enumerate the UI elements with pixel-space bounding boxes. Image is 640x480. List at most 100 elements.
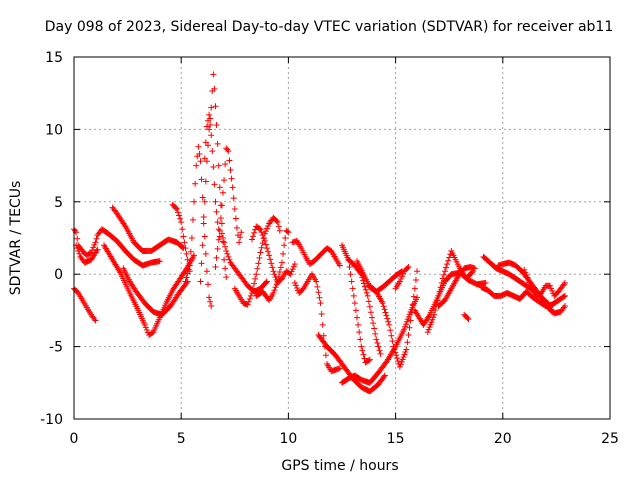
data-point [370, 320, 377, 327]
data-point [265, 248, 272, 255]
data-point [316, 294, 323, 301]
data-point [206, 111, 213, 118]
data-point [267, 256, 274, 263]
data-point [183, 250, 190, 257]
data-point [206, 294, 213, 301]
data-point [356, 329, 363, 336]
data-point [561, 303, 568, 310]
data-point [224, 250, 231, 257]
data-point [381, 306, 388, 313]
data-point [375, 343, 382, 350]
data-point [255, 260, 262, 267]
data-point [274, 278, 281, 285]
data-point [74, 235, 81, 242]
data-point [274, 219, 281, 226]
data-point [350, 292, 357, 299]
data-point [277, 264, 284, 271]
series-track-16 [289, 237, 343, 269]
data-point [208, 303, 215, 310]
series-track-02 [71, 285, 99, 324]
data-point [202, 250, 209, 257]
series-track-24 [392, 263, 412, 292]
data-point [388, 332, 395, 339]
data-point [392, 349, 399, 356]
data-point [395, 358, 402, 365]
data-point [142, 324, 149, 331]
data-point [179, 244, 186, 251]
data-point [442, 264, 449, 271]
data-point [252, 275, 259, 282]
data-point [215, 162, 222, 169]
data-point [276, 269, 283, 276]
data-point [411, 285, 418, 292]
data-point [268, 260, 275, 267]
x-tick-label: 10 [279, 431, 297, 447]
data-point [214, 245, 221, 252]
data-point [263, 279, 270, 286]
data-point [233, 224, 240, 231]
data-point [290, 263, 297, 270]
data-point [372, 330, 379, 337]
data-point [222, 243, 229, 250]
data-point [237, 234, 244, 241]
series-track-03 [73, 242, 101, 266]
data-point [322, 352, 329, 359]
data-point [226, 157, 233, 164]
data-point [275, 273, 282, 280]
data-point [183, 274, 190, 281]
y-axis-label: SDTVAR / TECUs [8, 181, 24, 296]
data-point [282, 235, 289, 241]
data-point [247, 292, 254, 299]
data-point [231, 206, 238, 213]
data-point [186, 262, 193, 269]
data-point [202, 139, 209, 146]
series-track-13 [231, 214, 283, 308]
data-point [528, 284, 535, 291]
data-point [198, 260, 205, 267]
data-point [336, 262, 343, 269]
data-point [373, 336, 380, 343]
data-point [213, 254, 220, 261]
data-point [89, 246, 96, 253]
data-point [546, 282, 553, 289]
data-point [90, 244, 97, 251]
data-point [280, 250, 287, 257]
series-track-11 [212, 145, 245, 270]
data-point [200, 220, 207, 227]
data-point [193, 162, 200, 169]
data-point [208, 104, 215, 111]
series-track-23 [366, 268, 406, 295]
data-point [347, 271, 354, 278]
data-point [354, 314, 361, 321]
x-tick-label: 0 [70, 431, 79, 447]
data-point [183, 279, 190, 286]
data-point [549, 287, 556, 294]
data-point [196, 151, 203, 158]
data-point [425, 313, 432, 320]
data-point [250, 285, 257, 292]
data-point [560, 304, 567, 311]
data-point [374, 339, 381, 346]
data-point [414, 294, 421, 301]
data-point [381, 372, 388, 379]
data-point [285, 229, 292, 236]
y-tick-label: 10 [45, 122, 63, 138]
data-point [256, 254, 263, 261]
data-point [218, 230, 225, 237]
data-point [387, 327, 394, 334]
data-point [228, 175, 235, 182]
data-point [390, 343, 397, 350]
data-point [224, 146, 231, 153]
data-point [250, 233, 257, 240]
data-point [230, 195, 237, 202]
data-point [227, 166, 234, 173]
x-tick-label: 20 [494, 431, 512, 447]
data-point [221, 239, 228, 246]
data-point [414, 268, 421, 275]
data-point [263, 278, 270, 285]
data-point [346, 263, 353, 270]
data-point [521, 266, 528, 273]
data-point [210, 164, 217, 171]
series-track-20 [339, 242, 373, 366]
